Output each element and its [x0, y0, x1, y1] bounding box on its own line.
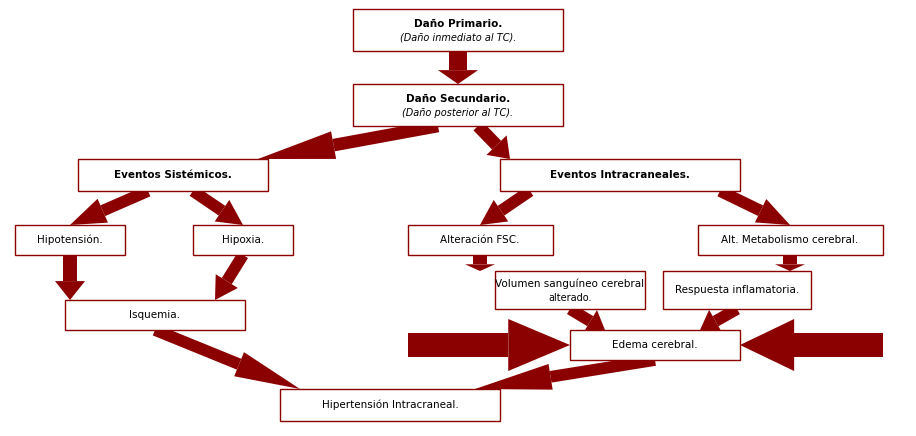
Text: Volumen sanguíneo cerebral: Volumen sanguíneo cerebral [496, 279, 645, 289]
Polygon shape [480, 200, 508, 225]
Text: Eventos Intracraneales.: Eventos Intracraneales. [551, 170, 690, 180]
FancyBboxPatch shape [408, 225, 552, 255]
FancyBboxPatch shape [353, 84, 563, 126]
Text: Hipertensión Intracraneal.: Hipertensión Intracraneal. [322, 400, 458, 410]
Polygon shape [474, 255, 486, 264]
Polygon shape [408, 333, 508, 357]
Polygon shape [190, 186, 225, 215]
Polygon shape [508, 319, 570, 371]
Polygon shape [740, 319, 794, 371]
Polygon shape [755, 199, 790, 225]
Polygon shape [55, 281, 85, 300]
FancyBboxPatch shape [15, 225, 125, 255]
Text: Alteración FSC.: Alteración FSC. [441, 235, 519, 245]
Text: Daño Primario.: Daño Primario. [414, 19, 502, 29]
FancyBboxPatch shape [697, 225, 882, 255]
FancyBboxPatch shape [570, 330, 740, 360]
Polygon shape [70, 199, 108, 225]
Polygon shape [214, 200, 243, 225]
FancyBboxPatch shape [78, 159, 268, 191]
FancyBboxPatch shape [663, 271, 811, 309]
Polygon shape [465, 264, 495, 271]
Polygon shape [449, 51, 467, 70]
Polygon shape [783, 255, 797, 264]
Text: (Daño posterior al TC).: (Daño posterior al TC). [402, 108, 514, 118]
Text: alterado.: alterado. [549, 293, 592, 303]
Polygon shape [775, 264, 805, 271]
Polygon shape [713, 304, 740, 326]
Polygon shape [63, 255, 77, 281]
Polygon shape [475, 364, 552, 390]
FancyBboxPatch shape [500, 159, 740, 191]
Polygon shape [222, 252, 248, 284]
Polygon shape [567, 304, 594, 326]
Polygon shape [717, 186, 763, 216]
Text: Daño Secundario.: Daño Secundario. [406, 94, 510, 104]
Polygon shape [101, 186, 150, 216]
FancyBboxPatch shape [65, 300, 245, 330]
Polygon shape [486, 136, 510, 159]
FancyBboxPatch shape [280, 389, 500, 421]
Polygon shape [215, 274, 238, 300]
Polygon shape [438, 70, 478, 84]
Polygon shape [258, 131, 336, 159]
Text: Hipotensión.: Hipotensión. [38, 235, 103, 245]
Polygon shape [234, 352, 300, 389]
Polygon shape [153, 324, 241, 370]
Polygon shape [333, 120, 439, 151]
Text: Hipoxia.: Hipoxia. [222, 235, 264, 245]
Polygon shape [474, 122, 501, 150]
Text: Eventos Sistémicos.: Eventos Sistémicos. [114, 170, 232, 180]
FancyBboxPatch shape [495, 271, 645, 309]
Text: Respuesta inflamatoria.: Respuesta inflamatoria. [675, 285, 799, 295]
Polygon shape [794, 333, 882, 357]
Text: (Daño inmediato al TC).: (Daño inmediato al TC). [399, 33, 517, 43]
Text: Alt. Metabolismo cerebral.: Alt. Metabolismo cerebral. [722, 235, 858, 245]
Polygon shape [550, 354, 656, 383]
Polygon shape [700, 310, 722, 333]
FancyBboxPatch shape [193, 225, 293, 255]
Polygon shape [497, 186, 533, 215]
Polygon shape [583, 310, 605, 332]
Text: Edema cerebral.: Edema cerebral. [612, 340, 698, 350]
Text: Isquemia.: Isquemia. [129, 310, 180, 320]
FancyBboxPatch shape [353, 9, 563, 51]
